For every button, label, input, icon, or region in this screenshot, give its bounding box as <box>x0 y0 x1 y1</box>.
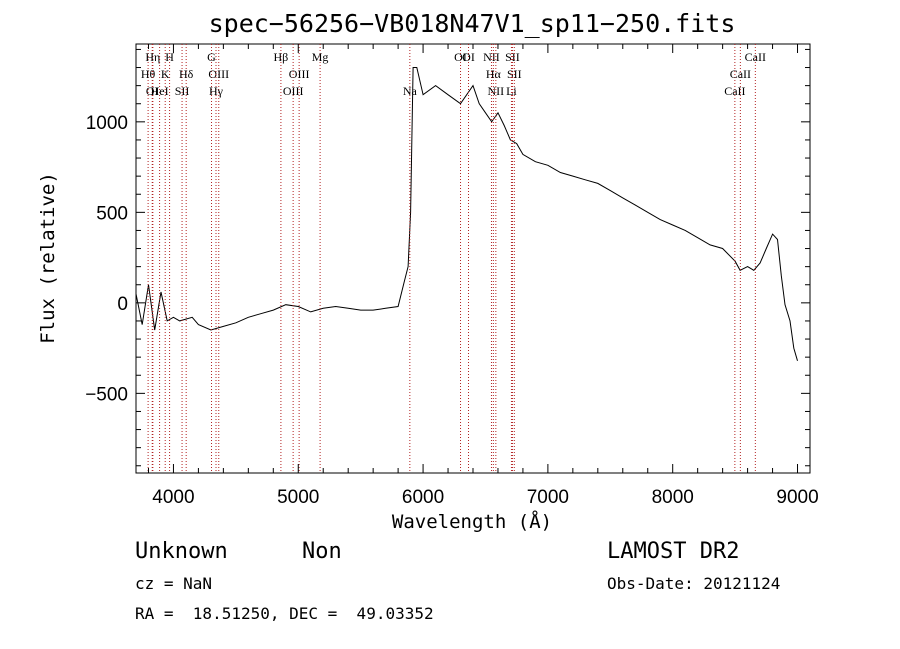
marker-label: NII <box>488 84 505 98</box>
x-tick-label: 9000 <box>776 487 818 508</box>
marker-label: SII <box>505 50 520 64</box>
marker-label: OI <box>146 84 159 98</box>
marker-label: OI <box>462 50 475 64</box>
marker-label: CaII <box>730 67 751 81</box>
marker-label: OI <box>454 50 467 64</box>
x-tick-label: 4000 <box>152 487 194 508</box>
y-tick-label: −500 <box>85 384 128 405</box>
marker-label: SII <box>175 84 190 98</box>
class-label: Unknown <box>135 539 228 564</box>
marker-label: CaII <box>724 84 745 98</box>
x-tick-label: 6000 <box>402 487 444 508</box>
marker-label: Li <box>506 84 517 98</box>
x-tick-label: 7000 <box>527 487 569 508</box>
y-axis: −500 0 500 1000 <box>85 48 810 467</box>
marker-label: OIII <box>208 67 229 81</box>
survey-label: LAMOST DR2 <box>607 539 739 564</box>
plot-frame <box>135 43 811 474</box>
marker-label: Na <box>403 84 418 98</box>
marker-label: G <box>207 50 216 64</box>
chart-title: spec−56256−VB018N47V1_sp11−250.fits <box>209 9 736 38</box>
x-tick-label: 8000 <box>652 487 694 508</box>
y-tick-label: 0 <box>117 294 128 315</box>
cz-value: cz = NaN <box>135 574 212 593</box>
marker-label: Hη <box>145 50 160 64</box>
y-tick-label: 500 <box>96 203 128 224</box>
spectrum-line <box>136 67 798 361</box>
plot-area <box>136 67 798 361</box>
obs-date: Obs-Date: 20121124 <box>607 574 780 593</box>
coordinates: RA = 18.51250, DEC = 49.03352 <box>135 604 434 623</box>
marker-label: Hδ <box>179 67 194 81</box>
marker-label: Hα <box>486 67 502 81</box>
marker-label: Hθ <box>141 67 156 81</box>
marker-label: K <box>161 67 170 81</box>
marker-label: Hβ <box>274 50 289 64</box>
marker-label: HeI <box>151 84 169 98</box>
marker-label: OIII <box>283 84 304 98</box>
marker-label: SII <box>507 67 522 81</box>
x-tick-label: 5000 <box>277 487 319 508</box>
marker-label: NII <box>483 50 500 64</box>
y-axis-label: Flux (relative) <box>37 172 59 344</box>
marker-label: OIII <box>289 67 310 81</box>
marker-label: Mg <box>312 50 329 64</box>
subclass-label: Non <box>302 539 342 564</box>
x-axis: 4000 5000 6000 7000 8000 9000 <box>147 44 819 508</box>
x-axis-label: Wavelength (Å) <box>392 510 552 533</box>
marker-label: Hγ <box>209 84 224 98</box>
marker-label: CaII <box>745 50 766 64</box>
y-tick-label: 1000 <box>86 113 128 134</box>
marker-label: H <box>165 50 174 64</box>
